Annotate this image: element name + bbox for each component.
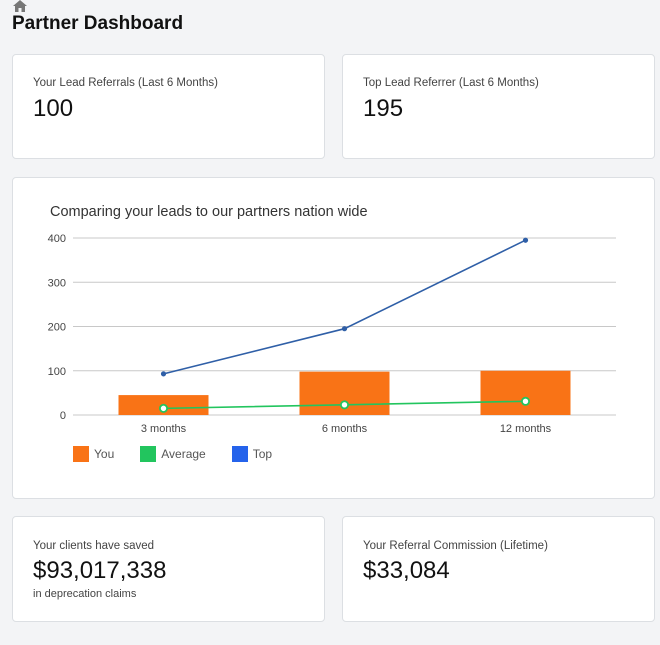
legend-label-you: You [94, 447, 115, 461]
point-average-2 [339, 400, 349, 410]
clients-saved-subtext: in deprecation claims [33, 588, 137, 600]
comparison-chart-card: Comparing your leads to our partners nat… [12, 177, 655, 499]
x-tick-label-3: 12 months [500, 423, 552, 435]
legend-swatch-top [231, 446, 248, 462]
point-top-1 [160, 371, 167, 377]
top-referrer-card: Top Lead Referrer (Last 6 Months) 195 [342, 54, 655, 159]
point-top-3 [522, 237, 529, 243]
clients-saved-label: Your clients have saved [33, 540, 155, 552]
legend-label-top: Top [252, 447, 273, 461]
bar-you-3 [480, 370, 571, 415]
legend-label-average: Average [161, 447, 206, 461]
top-referrer-label: Top Lead Referrer (Last 6 Months) [363, 77, 539, 89]
legend-swatch-you [73, 446, 89, 462]
commission-card: Your Referral Commission (Lifetime) $33,… [342, 516, 655, 622]
point-top-2 [341, 326, 348, 332]
clients-saved-value: $93,017,338 [33, 557, 167, 584]
legend-swatch-average [140, 446, 157, 462]
legend-item-top[interactable]: Top [231, 446, 273, 462]
y-tick-label-0: 0 [60, 410, 66, 422]
chart-title: Comparing your leads to our partners nat… [50, 204, 368, 220]
lead-referrals-card: Your Lead Referrals (Last 6 Months) 100 [12, 54, 325, 159]
legend-item-average[interactable]: Average [140, 446, 206, 462]
clients-saved-card: Your clients have saved $93,017,338 in d… [12, 516, 325, 622]
commission-label: Your Referral Commission (Lifetime) [363, 540, 548, 552]
y-tick-label-400: 400 [48, 233, 66, 245]
page-title: Partner Dashboard [12, 13, 184, 34]
x-tick-label-2: 6 months [322, 423, 368, 435]
commission-value: $33,084 [363, 557, 450, 584]
top-referrer-value: 195 [363, 95, 404, 122]
comparison-chart: Comparing your leads to our partners nat… [48, 204, 616, 435]
point-average-1 [158, 403, 168, 413]
point-average-3 [520, 396, 530, 406]
lead-referrals-value: 100 [33, 95, 74, 122]
x-tick-label-1: 3 months [141, 423, 187, 435]
lead-referrals-label: Your Lead Referrals (Last 6 Months) [33, 77, 218, 89]
home-icon[interactable] [13, 0, 27, 12]
chart-legend: You Average Top [73, 446, 298, 462]
y-tick-label-200: 200 [48, 322, 66, 334]
line-top [163, 239, 526, 375]
y-tick-label-100: 100 [48, 366, 66, 378]
y-tick-label-300: 300 [48, 277, 66, 289]
legend-item-you[interactable]: You [73, 446, 114, 462]
